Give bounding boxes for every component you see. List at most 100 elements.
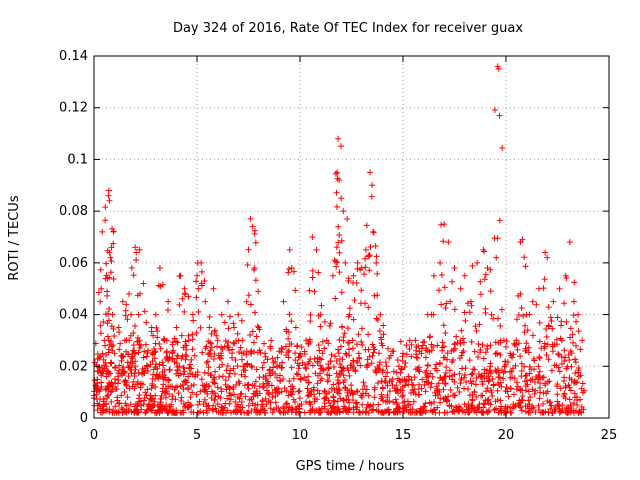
data-point [354, 265, 361, 272]
data-point [216, 364, 223, 371]
data-point [454, 384, 461, 391]
data-point [515, 402, 522, 409]
data-point [261, 407, 268, 414]
data-point [193, 294, 200, 301]
data-point [226, 400, 233, 407]
data-point [461, 385, 468, 392]
data-point [98, 285, 105, 292]
data-point [502, 343, 509, 350]
data-point [188, 408, 195, 415]
data-point [99, 228, 106, 235]
data-point [488, 311, 495, 318]
data-point [361, 271, 368, 278]
data-point [476, 401, 483, 408]
data-point [358, 325, 365, 332]
data-point [126, 290, 133, 297]
data-point [274, 354, 281, 361]
data-point [432, 389, 439, 396]
data-point [94, 376, 101, 383]
data-point [522, 387, 529, 394]
data-point [377, 359, 384, 366]
data-point [362, 255, 369, 262]
data-point [118, 370, 125, 377]
data-point [131, 385, 138, 392]
data-point [142, 341, 149, 348]
data-point [189, 346, 196, 353]
data-point [135, 311, 142, 318]
y-tick-label: 0.02 [59, 359, 88, 374]
data-point [409, 386, 416, 393]
data-point [160, 381, 167, 388]
data-point [97, 330, 104, 337]
data-point [227, 396, 234, 403]
data-point [527, 394, 534, 401]
data-point [513, 337, 520, 344]
data-point [272, 393, 279, 400]
data-point [252, 239, 259, 246]
data-point [346, 406, 353, 413]
data-point [392, 408, 399, 415]
data-point [522, 263, 529, 270]
data-point [350, 272, 357, 279]
data-point [385, 345, 392, 352]
data-point [466, 309, 473, 316]
data-point [466, 357, 473, 364]
data-point [567, 348, 574, 355]
data-point [335, 379, 342, 386]
data-point [333, 203, 340, 210]
data-point [150, 346, 157, 353]
data-point [491, 106, 498, 113]
data-point [325, 377, 332, 384]
data-point [407, 409, 414, 416]
data-point [399, 387, 406, 394]
data-point [276, 372, 283, 379]
data-point [485, 396, 492, 403]
y-tick-label: 0 [80, 411, 88, 426]
data-point [543, 390, 550, 397]
data-point [561, 391, 568, 398]
data-point [371, 394, 378, 401]
data-point [136, 398, 143, 405]
data-point [224, 362, 231, 369]
data-point [471, 366, 478, 373]
data-point [323, 337, 330, 344]
data-point [193, 330, 200, 337]
data-point [378, 378, 385, 385]
data-point [155, 282, 162, 289]
data-point [345, 409, 352, 416]
data-point [521, 363, 528, 370]
data-point [245, 402, 252, 409]
data-point [365, 346, 372, 353]
data-point [211, 390, 218, 397]
data-point [319, 350, 326, 357]
data-point [174, 352, 181, 359]
data-point [565, 409, 572, 416]
data-point [526, 370, 533, 377]
data-point [334, 169, 341, 176]
data-point [178, 332, 185, 339]
data-point [210, 402, 217, 409]
data-point [267, 399, 274, 406]
data-point [367, 402, 374, 409]
data-point [375, 408, 382, 415]
data-point [358, 338, 365, 345]
data-point [438, 221, 445, 228]
data-point [341, 376, 348, 383]
data-point [185, 373, 192, 380]
data-point [410, 382, 417, 389]
data-point [230, 384, 237, 390]
data-point [533, 301, 540, 308]
data-point [318, 302, 325, 309]
data-point [560, 377, 567, 384]
data-point [235, 378, 242, 385]
data-point [515, 340, 522, 347]
data-point [115, 400, 122, 407]
data-point [130, 329, 137, 336]
data-point [367, 244, 374, 251]
data-point [150, 371, 157, 378]
data-point [542, 380, 549, 387]
data-point [467, 405, 474, 412]
data-point [357, 409, 364, 416]
data-point [280, 403, 287, 410]
data-point [337, 143, 344, 150]
